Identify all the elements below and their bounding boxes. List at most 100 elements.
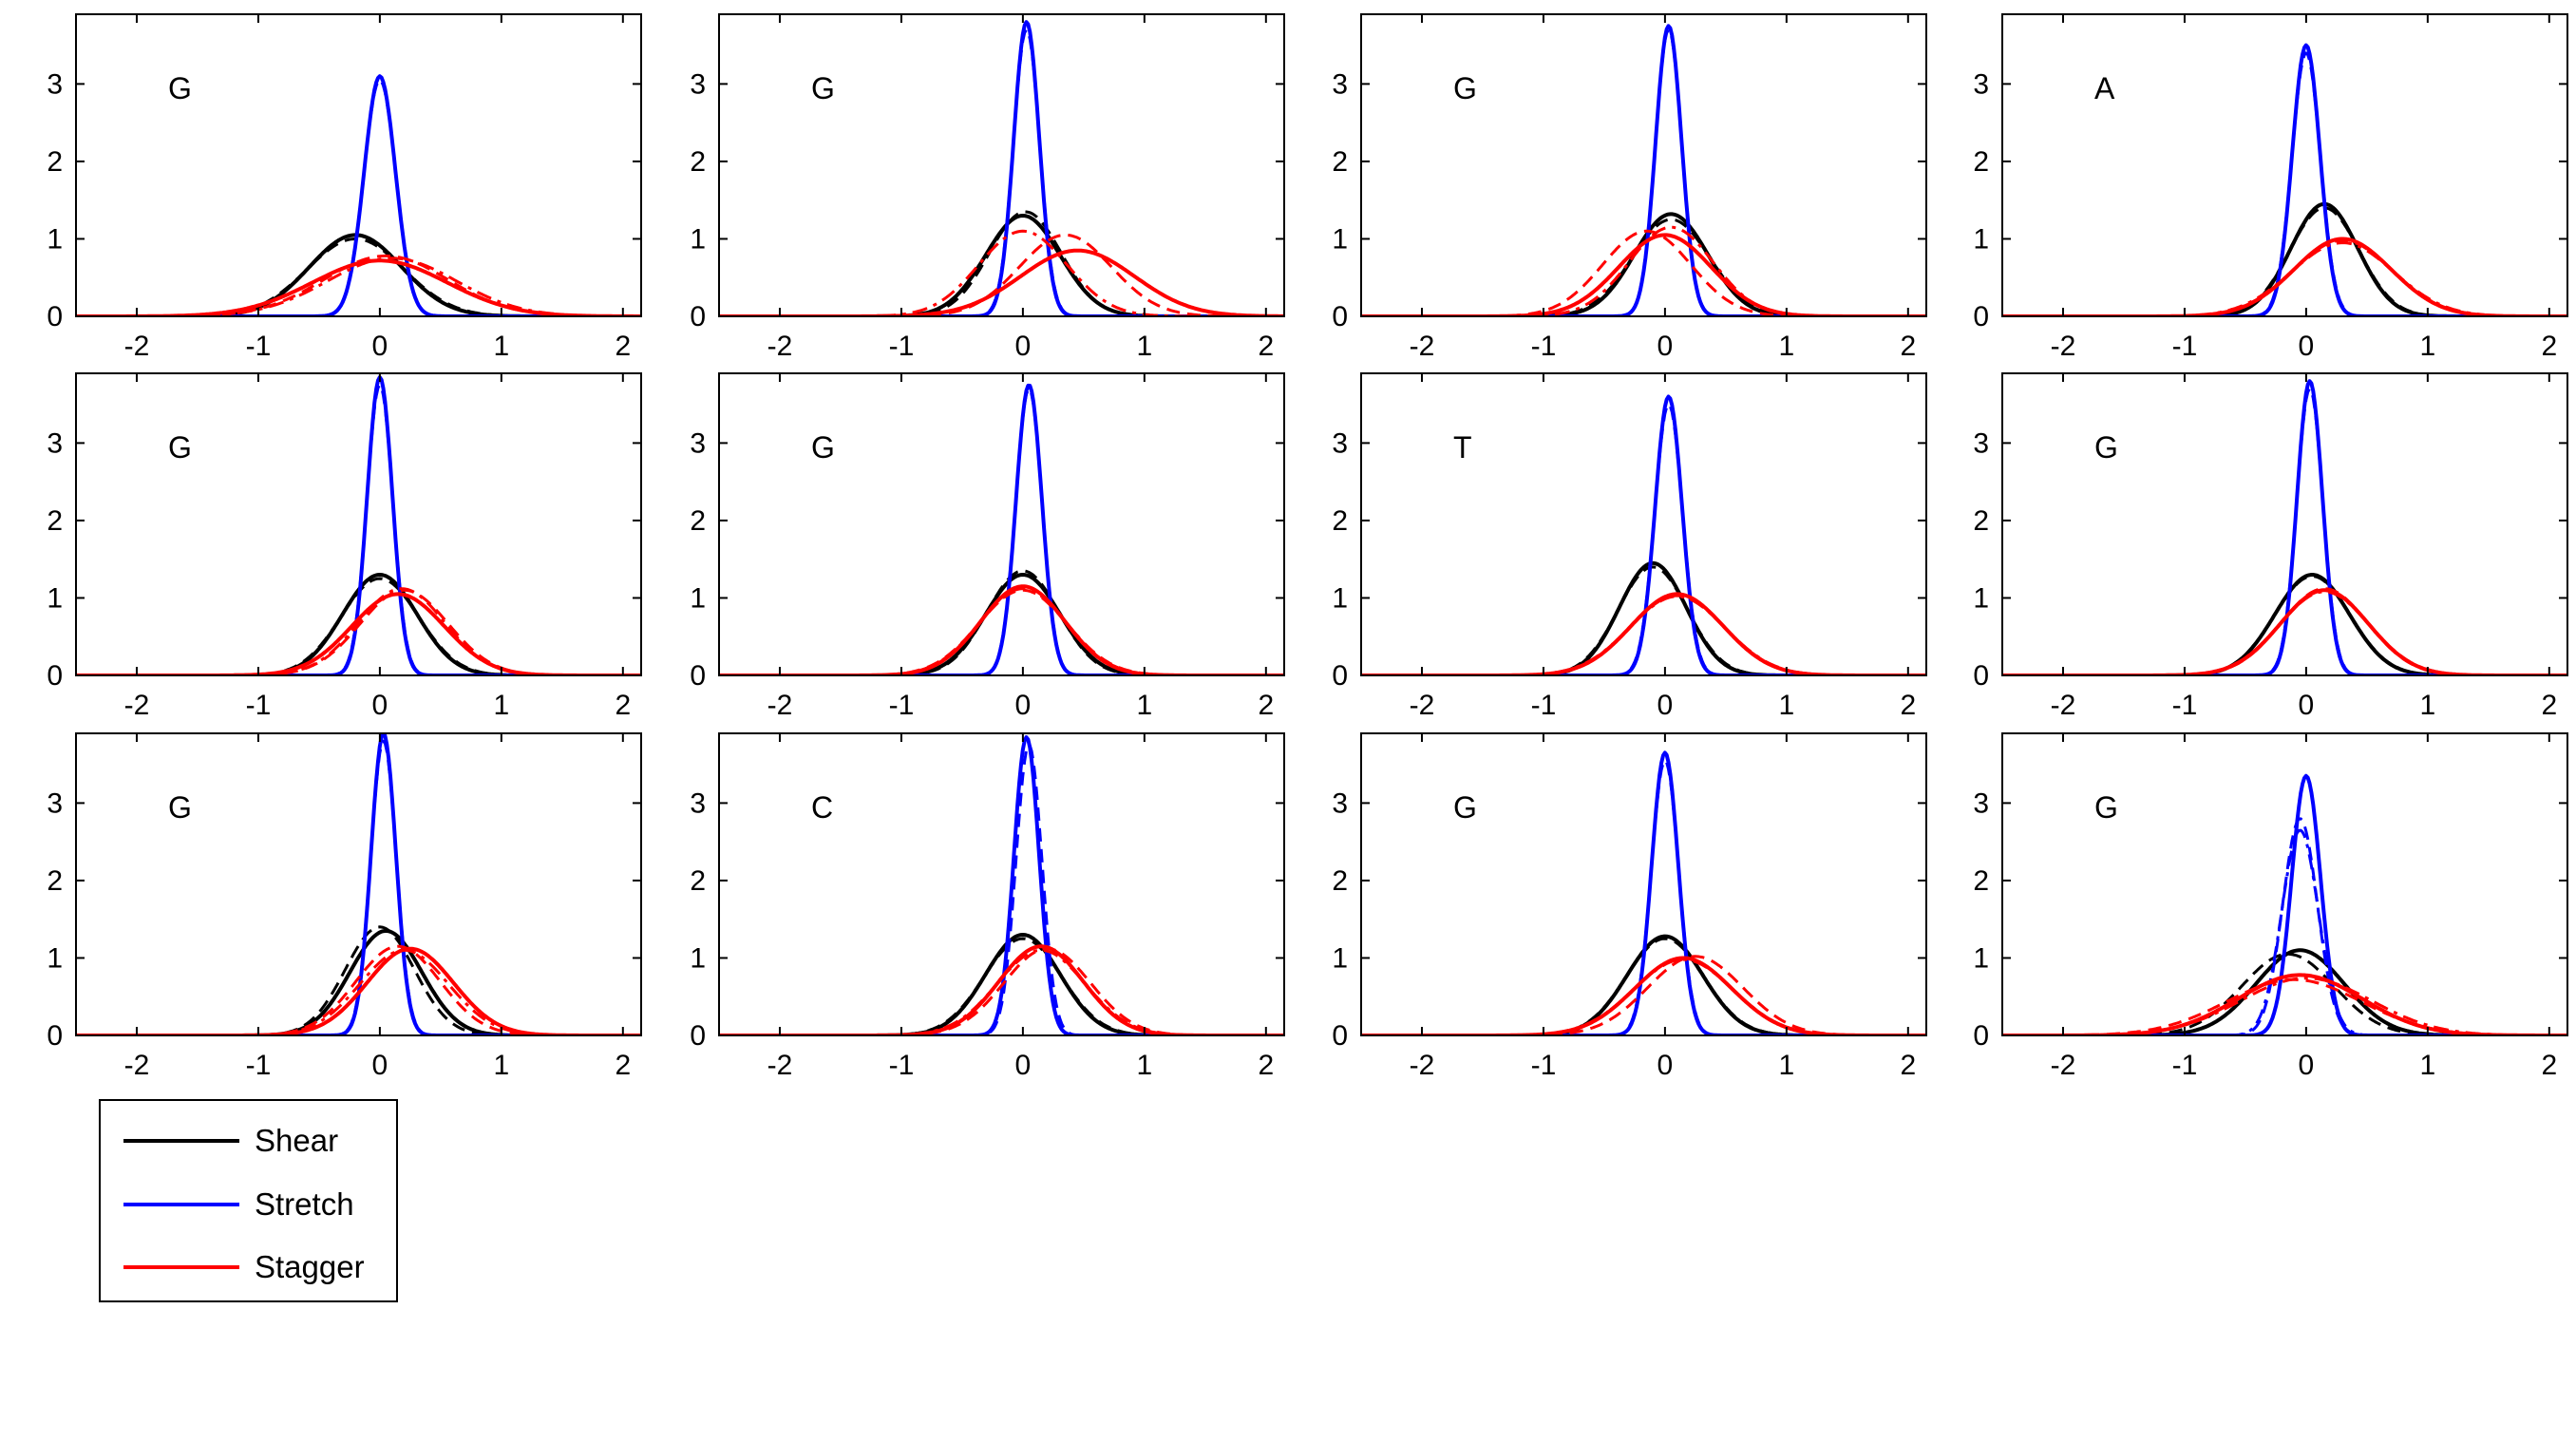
y-tick-label: 0 bbox=[1973, 660, 1989, 692]
plot-area bbox=[719, 373, 1284, 675]
plot-area bbox=[1361, 733, 1926, 1035]
x-tick-label: -2 bbox=[767, 690, 793, 721]
series-shear-solid bbox=[76, 929, 641, 1035]
x-tick-label: 0 bbox=[1015, 1050, 1032, 1081]
series-stretch-dashed bbox=[719, 388, 1284, 675]
x-tick-label: 0 bbox=[2299, 331, 2315, 362]
x-tick-label: -2 bbox=[124, 690, 150, 721]
series-shear-solid bbox=[2002, 201, 2567, 316]
x-tick-label: 0 bbox=[1015, 690, 1032, 721]
y-tick-label: 2 bbox=[1973, 865, 1989, 897]
y-tick-label: 3 bbox=[47, 427, 63, 459]
x-tick-label: -1 bbox=[1531, 690, 1557, 721]
axes-frame bbox=[1360, 372, 1927, 676]
x-tick-label: 2 bbox=[615, 1050, 631, 1081]
panel-4: -2 -1 0 1 2 0 1 2 3 A bbox=[1973, 13, 2568, 362]
x-tick-label: -2 bbox=[1410, 1050, 1435, 1081]
plot-area bbox=[76, 14, 641, 316]
axes-frame bbox=[718, 732, 1285, 1036]
x-tick-label: 1 bbox=[1779, 690, 1795, 721]
x-tick-label: -1 bbox=[889, 690, 915, 721]
x-tick-label: -1 bbox=[2172, 331, 2198, 362]
y-tick-label: 0 bbox=[47, 1020, 63, 1052]
series-stagger-dashed bbox=[76, 944, 641, 1035]
series-stretch-dashed bbox=[76, 383, 641, 675]
series-stretch-dashed bbox=[719, 744, 1284, 1035]
y-tick-label: 3 bbox=[1973, 787, 1989, 819]
x-tick-label: 2 bbox=[1900, 1050, 1916, 1081]
x-tick-label: 1 bbox=[2420, 1050, 2436, 1081]
legend-label-stretch: Stretch bbox=[255, 1186, 354, 1222]
panel-2: -2 -1 0 1 2 0 1 2 3 G bbox=[690, 13, 1285, 362]
x-tick-label: -1 bbox=[246, 331, 272, 362]
axes-frame bbox=[1360, 13, 1927, 317]
panel-11: -2 -1 0 1 2 0 1 2 3 G bbox=[1332, 732, 1927, 1081]
panel-7: -2 -1 0 1 2 0 1 2 3 T bbox=[1332, 372, 1927, 721]
y-tick-label: 1 bbox=[690, 223, 706, 255]
x-tick-label: -2 bbox=[1410, 331, 1435, 362]
axes-frame bbox=[1360, 732, 1927, 1036]
x-tick-label: 1 bbox=[1779, 1050, 1795, 1081]
x-tick-label: -1 bbox=[889, 1050, 915, 1081]
series-stretch-dashed bbox=[1361, 403, 1926, 675]
series-shear-dashed bbox=[1361, 565, 1926, 675]
series-group bbox=[719, 20, 1284, 316]
x-tick-label: -1 bbox=[2172, 690, 2198, 721]
series-stagger-dashdot bbox=[719, 948, 1284, 1035]
panel-label: T bbox=[1453, 430, 1472, 465]
series-stagger-dashdot bbox=[76, 256, 641, 316]
x-tick-label: -1 bbox=[889, 331, 915, 362]
x-tick-label: -2 bbox=[124, 331, 150, 362]
panel-label: G bbox=[811, 430, 835, 465]
y-tick-label: 1 bbox=[1973, 223, 1989, 255]
y-tick-label: 3 bbox=[1973, 68, 1989, 100]
x-tick-label: 1 bbox=[494, 331, 510, 362]
x-tick-label: -1 bbox=[246, 690, 272, 721]
x-tick-label: 1 bbox=[2420, 690, 2436, 721]
series-shear-dashed bbox=[719, 569, 1284, 675]
panel-12: -2 -1 0 1 2 0 1 2 3 G bbox=[1973, 732, 2568, 1081]
series-stretch-dashed bbox=[1361, 759, 1926, 1035]
y-tick-label: 1 bbox=[690, 942, 706, 974]
x-tick-label: -1 bbox=[246, 1050, 272, 1081]
x-tick-label: -1 bbox=[2172, 1050, 2198, 1081]
x-tick-label: 1 bbox=[2420, 331, 2436, 362]
x-tick-label: -2 bbox=[124, 1050, 150, 1081]
y-tick-label: 3 bbox=[690, 787, 706, 819]
y-tick-label: 2 bbox=[47, 146, 63, 178]
series-stretch-solid bbox=[76, 74, 641, 316]
y-tick-label: 2 bbox=[690, 865, 706, 897]
x-tick-label: 0 bbox=[1015, 331, 1032, 362]
panel-grid: -2 -1 0 1 2 0 1 2 3 G -2 -1 0 1 2 0 1 2 3 G -2 -1 0 1 2 0 1 2 3 G -2 -1… bbox=[47, 13, 2568, 1081]
series-stagger-dashdot bbox=[2002, 977, 2567, 1035]
series-stagger-dashed bbox=[719, 233, 1284, 316]
series-stagger-dashdot bbox=[1361, 958, 1926, 1035]
x-tick-label: 2 bbox=[1258, 1050, 1274, 1081]
series-stretch-solid bbox=[2002, 773, 2567, 1035]
legend-label-shear: Shear bbox=[255, 1123, 338, 1158]
axes-frame bbox=[2001, 732, 2568, 1036]
plot-area bbox=[2002, 14, 2567, 316]
y-tick-label: 2 bbox=[690, 146, 706, 178]
series-stagger-dashdot bbox=[76, 587, 641, 675]
y-tick-label: 3 bbox=[47, 68, 63, 100]
x-tick-label: -2 bbox=[767, 331, 793, 362]
panel-6: -2 -1 0 1 2 0 1 2 3 G bbox=[690, 372, 1285, 721]
y-tick-label: 1 bbox=[47, 582, 63, 614]
series-stagger-solid bbox=[719, 248, 1284, 316]
x-tick-label: -2 bbox=[2051, 1050, 2076, 1081]
x-tick-label: -2 bbox=[2051, 690, 2076, 721]
x-tick-label: 1 bbox=[1137, 690, 1153, 721]
legend-label-stagger: Stagger bbox=[255, 1249, 365, 1284]
panel-1: -2 -1 0 1 2 0 1 2 3 G bbox=[47, 13, 642, 362]
series-stretch-dashed bbox=[76, 78, 641, 316]
y-tick-label: 0 bbox=[47, 301, 63, 332]
x-tick-label: 0 bbox=[372, 331, 388, 362]
x-tick-label: 0 bbox=[372, 690, 388, 721]
series-stagger-dashed bbox=[1361, 955, 1926, 1035]
y-tick-label: 2 bbox=[690, 505, 706, 537]
series-stagger-dashdot bbox=[2002, 241, 2567, 316]
y-tick-label: 3 bbox=[1973, 427, 1989, 459]
x-tick-label: 2 bbox=[1258, 690, 1274, 721]
